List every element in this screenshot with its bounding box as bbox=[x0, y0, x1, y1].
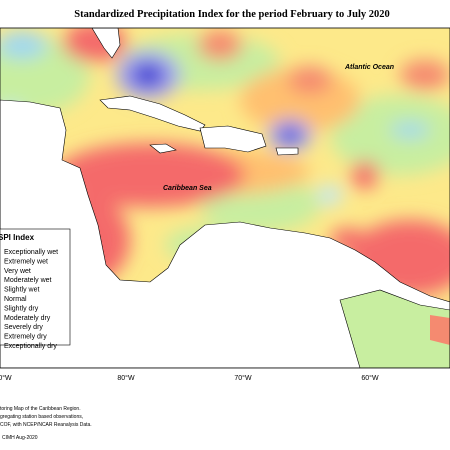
longitude-label: 60°W bbox=[361, 374, 379, 382]
longitude-label: 0°W bbox=[0, 374, 12, 382]
mainland bbox=[0, 99, 450, 368]
puerto-rico bbox=[275, 147, 299, 156]
legend-item: Slightly wet bbox=[4, 287, 39, 294]
footnote-line: gregating station based observations, bbox=[0, 414, 83, 420]
map-frame bbox=[0, 27, 450, 369]
guianas bbox=[339, 289, 450, 368]
legend-item: Extremely wet bbox=[4, 258, 48, 265]
legend-box bbox=[0, 228, 71, 346]
legend-item: Very wet bbox=[4, 268, 31, 275]
sea-label: Caribbean Sea bbox=[163, 185, 212, 192]
spi-map: Atlantic Ocean Caribbean Sea bbox=[0, 28, 450, 368]
longitude-label: 80°W bbox=[117, 374, 135, 382]
suriname-dry bbox=[430, 315, 450, 345]
legend-item: Slightly dry bbox=[4, 305, 39, 312]
legend-item: Moderately wet bbox=[4, 277, 52, 284]
legend-item: Normal bbox=[4, 296, 27, 303]
longitude-label: 70°W bbox=[234, 374, 252, 382]
title: Standardized Precipitation Index for the… bbox=[74, 9, 389, 20]
legend-item: Extremely dry bbox=[4, 334, 47, 341]
legend-title: SPI Index bbox=[0, 233, 35, 242]
legend-item: Exceptionally dry bbox=[4, 343, 57, 350]
axis-labels: 0°W 80°W 70°W 60°W bbox=[0, 374, 379, 382]
credit: CIMH Aug-2020 bbox=[2, 435, 38, 441]
hispaniola bbox=[199, 125, 267, 153]
cuba bbox=[99, 95, 206, 132]
legend-item: Moderately dry bbox=[4, 315, 51, 322]
ocean-label: Atlantic Ocean bbox=[344, 64, 394, 71]
legend-item: Exceptionally wet bbox=[4, 249, 58, 256]
legend-item: Severely dry bbox=[4, 324, 43, 331]
jamaica bbox=[149, 143, 177, 154]
footnote: toring Map of the Caribbean Region. grega… bbox=[0, 406, 92, 428]
legend: Exceptionally wet Extremely wet Very wet Mo… bbox=[4, 249, 58, 350]
footnote-line: toring Map of the Caribbean Region. bbox=[0, 406, 81, 412]
footnote-line: COF, with NCEP/NCAR Reanalysis Data. bbox=[0, 422, 92, 428]
florida bbox=[91, 28, 121, 59]
